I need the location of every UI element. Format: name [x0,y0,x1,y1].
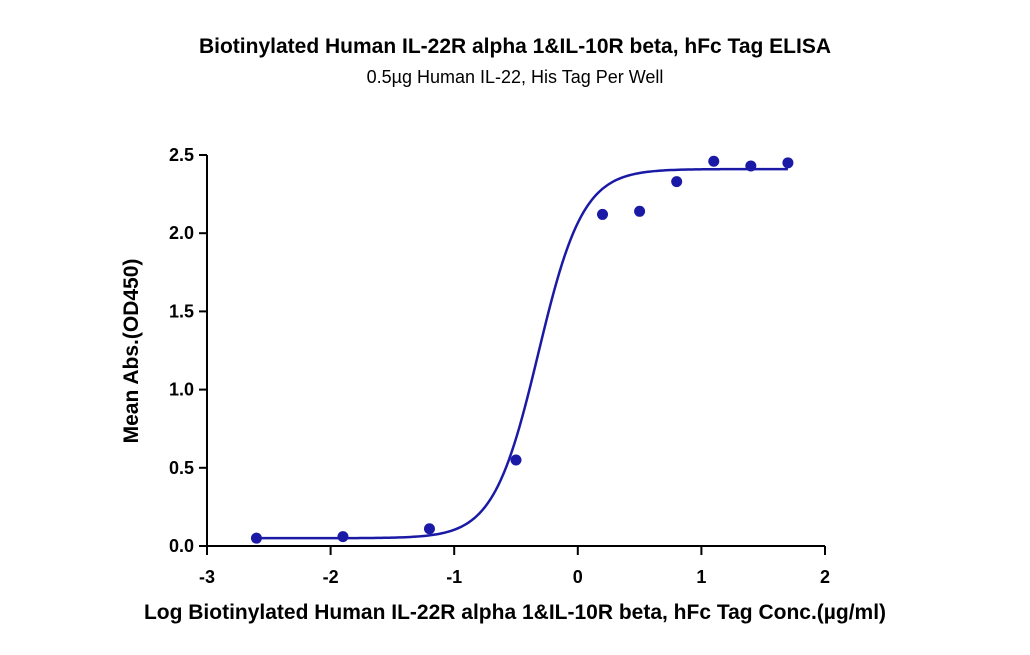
data-point [250,532,262,544]
data-point [671,176,683,188]
data-point [634,205,646,217]
series-layer [250,155,794,544]
x-tick-label: 1 [696,567,706,587]
data-point [745,160,757,172]
chart-subtitle: 0.5µg Human IL-22, His Tag Per Well [367,67,664,87]
data-point [782,157,794,169]
chart-title: Biotinylated Human IL-22R alpha 1&IL-10R… [199,35,831,58]
y-tick-label: 0.5 [169,458,194,478]
y-tick-label: 2.5 [169,145,194,165]
y-tick-label: 2.0 [169,223,194,243]
x-axis-title: Log Biotinylated Human IL-22R alpha 1&IL… [144,601,886,624]
data-point [337,531,349,543]
data-point [597,208,609,220]
data-point [510,454,522,466]
data-point [708,155,720,167]
data-point [423,523,435,535]
x-tick-label: -1 [446,567,462,587]
y-tick-label: 1.5 [169,301,194,321]
y-tick-label: 1.0 [169,380,194,400]
x-ticks: -3 -2 -1 0 1 2 [199,546,830,587]
y-tick-label: 0.0 [169,536,194,556]
fit-curve [256,167,788,540]
x-tick-label: 2 [820,567,830,587]
x-tick-label: -3 [199,567,215,587]
x-tick-label: 0 [573,567,583,587]
x-tick-label: -2 [323,567,339,587]
y-ticks: 0.0 0.5 1.0 1.5 2.0 2.5 [169,145,207,556]
y-axis-title: Mean Abs.(OD450) [120,259,143,444]
